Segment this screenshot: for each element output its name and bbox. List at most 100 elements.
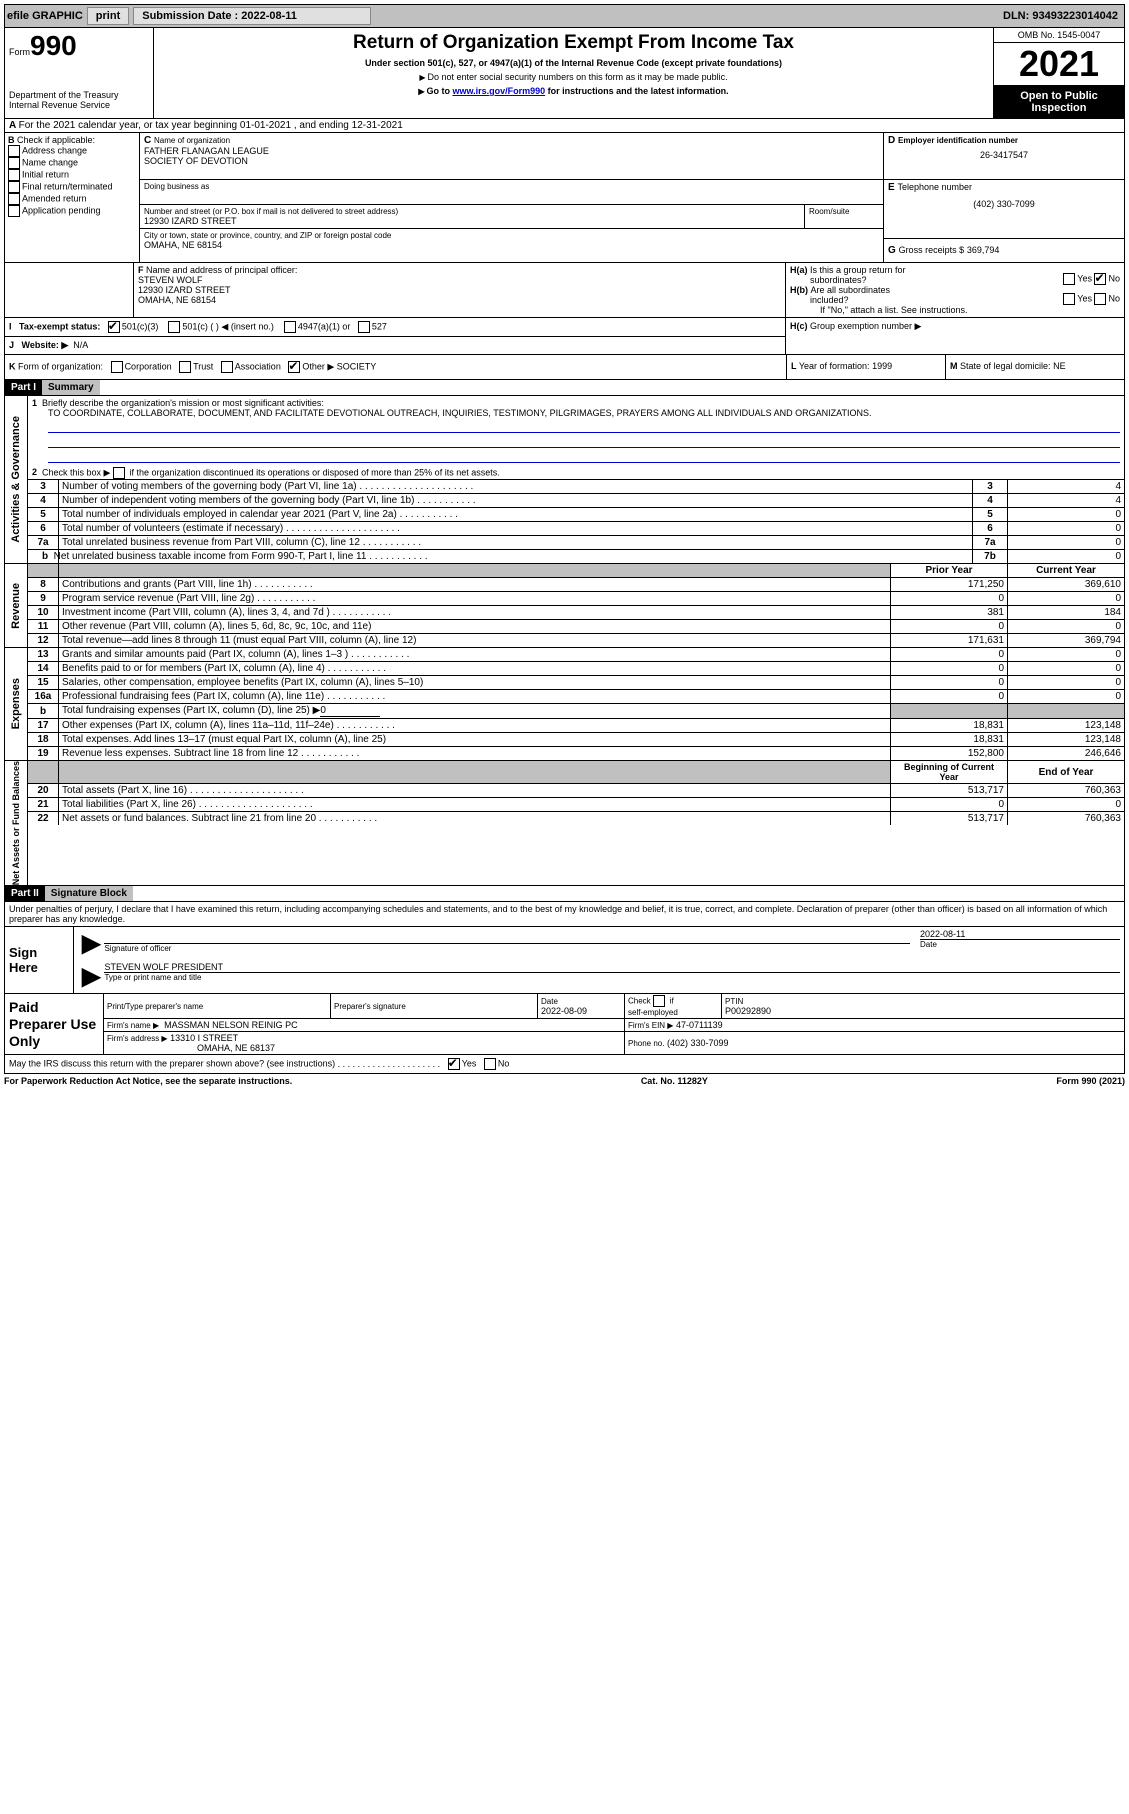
cb-trust[interactable] <box>179 361 191 373</box>
cb-corp[interactable] <box>111 361 123 373</box>
org-name-2: SOCIETY OF DEVOTION <box>144 156 879 166</box>
governance-table: 3Number of voting members of the governi… <box>28 479 1124 563</box>
subtitle-3: Go to www.irs.gov/Form990 for instructio… <box>158 86 989 96</box>
dba: Doing business as <box>140 180 883 205</box>
section-f: F Name and address of principal officer:… <box>134 263 786 317</box>
efile-label: efile GRAPHIC <box>7 10 83 22</box>
revenue-table: Prior YearCurrent Year 8Contributions an… <box>28 564 1124 647</box>
part-i-header: Part ISummary <box>4 380 1125 396</box>
cb-self-employed[interactable] <box>653 995 665 1007</box>
prep-sig-label: Preparer's signature <box>334 1002 534 1011</box>
org-name-1: FATHER FLANAGAN LEAGUE <box>144 146 879 156</box>
form-word: Form990 <box>9 30 149 62</box>
cb-initial-return[interactable] <box>8 169 20 181</box>
officer-name: STEVEN WOLF <box>138 275 781 285</box>
dept-label: Department of the Treasury <box>9 90 149 100</box>
officer-street: 12930 IZARD STREET <box>138 285 781 295</box>
cb-other[interactable] <box>288 361 300 373</box>
cb-501c[interactable] <box>168 321 180 333</box>
prep-date-label: Date <box>541 997 621 1006</box>
part-ii-header: Part IISignature Block <box>4 886 1125 902</box>
tax-year: 2021 <box>994 43 1124 86</box>
cb-name-change[interactable] <box>8 157 20 169</box>
cb-address-change[interactable] <box>8 145 20 157</box>
dln-label: DLN: 93493223014042 <box>1003 10 1122 22</box>
subtitle-1: Under section 501(c), 527, or 4947(a)(1)… <box>158 58 989 68</box>
gross-receipts: 369,794 <box>967 245 1000 255</box>
room-suite: Room/suite <box>805 205 883 228</box>
firm-ein: 47-0711139 <box>676 1020 723 1030</box>
name-title-label: Type or print name and title <box>104 973 1120 982</box>
street: 12930 IZARD STREET <box>144 216 800 226</box>
cb-final-return[interactable] <box>8 181 20 193</box>
side-netassets: Net Assets or Fund Balances <box>11 761 21 885</box>
hb-note: If "No," attach a list. See instructions… <box>790 305 1120 315</box>
irs-label: Internal Revenue Service <box>9 100 149 110</box>
website: N/A <box>73 340 88 350</box>
sign-here-block: Sign Here ▶ Signature of officer 2022-08… <box>4 927 1125 994</box>
city-label: City or town, state or province, country… <box>144 231 879 240</box>
ptin-label: PTIN <box>725 997 1121 1006</box>
netassets-table: Beginning of Current YearEnd of Year 20T… <box>28 761 1124 825</box>
cb-assoc[interactable] <box>221 361 233 373</box>
ptin: P00292890 <box>725 1006 1121 1016</box>
cb-application-pending[interactable] <box>8 205 20 217</box>
open-inspection: Open to Public Inspection <box>994 86 1124 118</box>
sig-arrow-icon: ▶ <box>78 929 104 958</box>
sig-date-label: Date <box>920 940 1120 949</box>
cb-501c3[interactable] <box>108 321 120 333</box>
line-hb: H(b) Are all subordinates included? Yes … <box>790 285 1120 305</box>
paid-preparer-block: Paid Preparer Use Only Print/Type prepar… <box>4 994 1125 1055</box>
side-expenses: Expenses <box>10 678 22 729</box>
print-button[interactable]: print <box>87 7 129 25</box>
form-title: Return of Organization Exempt From Incom… <box>158 32 989 54</box>
irs-link[interactable]: www.irs.gov/Form990 <box>452 86 545 96</box>
line-j: J Website: ▶ N/A <box>5 337 785 354</box>
line-ha: H(a) Is this a group return for subordin… <box>790 265 1120 285</box>
line-i: I Tax-exempt status: 501(c)(3) 501(c) ( … <box>5 318 785 337</box>
cb-ha-yes[interactable] <box>1063 273 1075 285</box>
declaration: Under penalties of perjury, I declare th… <box>4 902 1125 927</box>
cb-527[interactable] <box>358 321 370 333</box>
mission-text: TO COORDINATE, COLLABORATE, DOCUMENT, AN… <box>48 408 1120 418</box>
line-hc: H(c) Group exemption number ▶ <box>786 318 1124 354</box>
officer-city: OMAHA, NE 68154 <box>138 295 781 305</box>
line-a: A For the 2021 calendar year, or tax yea… <box>4 119 1125 133</box>
sig-date: 2022-08-11 <box>920 929 1120 940</box>
sig-arrow-icon-2: ▶ <box>78 962 104 991</box>
prep-date: 2022-08-09 <box>541 1006 621 1016</box>
ein: 26-3417547 <box>888 150 1120 160</box>
section-c: C Name of organization FATHER FLANAGAN L… <box>140 133 884 262</box>
cb-discuss-no[interactable] <box>484 1058 496 1070</box>
line-l: L Year of formation: 1999 <box>787 355 946 379</box>
cb-4947[interactable] <box>284 321 296 333</box>
submission-date-box: Submission Date : 2022-08-11 <box>133 7 371 25</box>
cb-discuss-yes[interactable] <box>448 1058 460 1070</box>
side-activities: Activities & Governance <box>10 416 22 543</box>
line-2: 2 Check this box ▶ if the organization d… <box>28 465 1124 479</box>
city: OMAHA, NE 68154 <box>144 240 879 250</box>
cb-discontinued[interactable] <box>113 467 125 479</box>
firm-addr-1: 13310 I STREET <box>170 1033 238 1043</box>
org-type: SOCIETY <box>337 361 377 371</box>
subtitle-2: Do not enter social security numbers on … <box>158 72 989 82</box>
expenses-table: 13Grants and similar amounts paid (Part … <box>28 648 1124 760</box>
line-m: M State of legal domicile: NE <box>946 355 1124 379</box>
section-b: B Check if applicable: Address change Na… <box>5 133 140 262</box>
cb-amended-return[interactable] <box>8 193 20 205</box>
firm-name: MASSMAN NELSON REINIG PC <box>164 1020 298 1030</box>
street-label: Number and street (or P.O. box if mail i… <box>144 207 800 216</box>
prep-name-label: Print/Type preparer's name <box>107 1002 327 1011</box>
sig-officer-label: Signature of officer <box>104 944 910 953</box>
line-k: K Form of organization: Corporation Trus… <box>5 355 787 379</box>
cb-hb-yes[interactable] <box>1063 293 1075 305</box>
firm-phone: (402) 330-7099 <box>667 1038 729 1048</box>
discuss-line: May the IRS discuss this return with the… <box>4 1055 1125 1074</box>
omb-number: OMB No. 1545-0047 <box>994 28 1124 43</box>
officer-name-title: STEVEN WOLF PRESIDENT <box>104 962 1120 973</box>
form-number: 990 <box>30 30 77 61</box>
cb-hb-no[interactable] <box>1094 293 1106 305</box>
phone: (402) 330-7099 <box>888 199 1120 209</box>
page-footer: For Paperwork Reduction Act Notice, see … <box>4 1074 1125 1086</box>
cb-ha-no[interactable] <box>1094 273 1106 285</box>
